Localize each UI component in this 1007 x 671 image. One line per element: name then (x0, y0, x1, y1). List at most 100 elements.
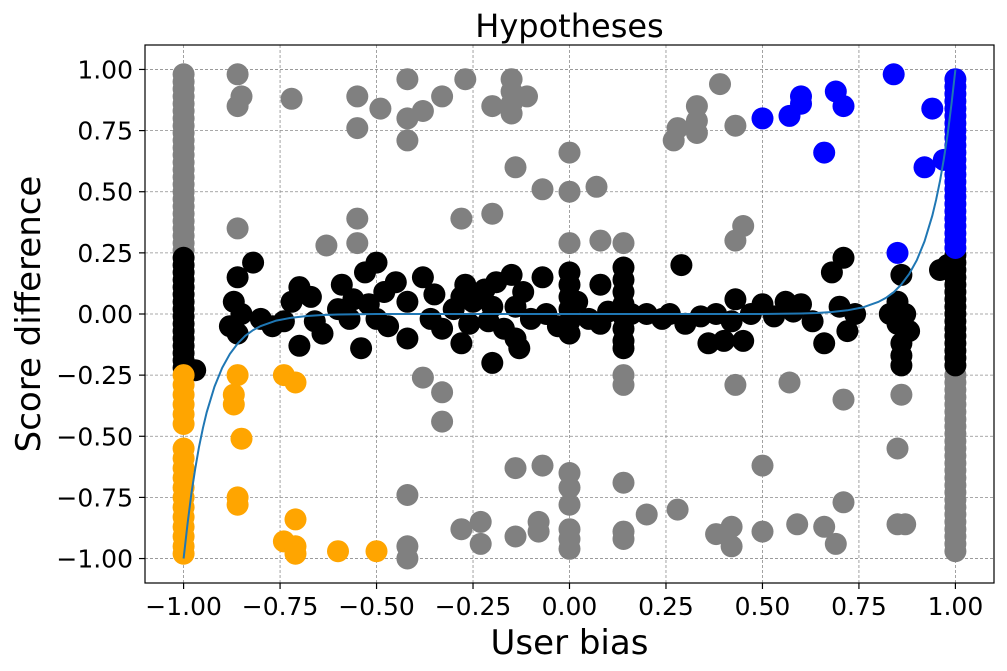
scatter-point (284, 508, 307, 531)
x-axis-label: User bias (491, 623, 649, 663)
scatter-point (585, 175, 608, 198)
scatter-point (500, 102, 523, 125)
y-axis-label: Score difference (9, 176, 49, 453)
scatter-point (346, 117, 369, 140)
scatter-point (813, 515, 836, 538)
scatter-point (242, 251, 265, 274)
scatter-point (411, 266, 434, 289)
scatter-point (558, 493, 581, 516)
scatter-point (504, 457, 527, 480)
scatter-point (377, 315, 400, 338)
scatter-point (558, 476, 581, 499)
y-tick-label: 1.00 (77, 55, 133, 84)
scatter-point (531, 178, 554, 201)
scatter-point (504, 525, 527, 548)
scatter-point (481, 295, 504, 318)
scatter-point (724, 288, 747, 311)
x-tick-label: 0.00 (542, 592, 598, 621)
scatter-point (396, 327, 419, 350)
scatter-point (566, 290, 589, 313)
scatter-point (612, 471, 635, 494)
scatter-point (423, 283, 446, 306)
x-tick-label: 1.00 (928, 592, 984, 621)
x-tick-label: 0.75 (831, 592, 887, 621)
scatter-point (481, 202, 504, 225)
scatter-point (454, 273, 477, 296)
scatter-point (732, 329, 755, 352)
scatter-point (454, 68, 477, 91)
x-axis-ticks: −1.00 −0.75 −0.50 −0.25 0.00 0.25 0.50 0.75 1.00 (145, 583, 983, 621)
scatter-point (751, 107, 774, 130)
scatter-point (801, 310, 824, 333)
scatter-point (720, 515, 743, 538)
y-axis-ticks: −1.00 −0.75 −0.50 −0.25 0.00 0.25 0.50 0.75 1.00 (56, 55, 145, 574)
scatter-point (882, 63, 905, 86)
scatter-point (786, 513, 809, 536)
scatter-point (666, 498, 689, 521)
scatter-point (832, 388, 855, 411)
scatter-point (369, 97, 392, 120)
scatter-point (612, 337, 635, 360)
scatter-point (288, 334, 311, 357)
scatter-point (431, 381, 454, 404)
scatter-series-4 (751, 63, 967, 264)
scatter-point (396, 484, 419, 506)
scatter-point (720, 310, 743, 333)
scatter-point (612, 373, 635, 396)
scatter-point (365, 540, 388, 563)
scatter-point (832, 246, 855, 269)
scatter-point (886, 437, 909, 460)
scatter-point (284, 542, 307, 565)
scatter-point (280, 87, 303, 110)
scatter-point (635, 503, 658, 526)
scatter-point (384, 271, 407, 294)
scatter-point (230, 427, 253, 450)
scatter-point (890, 263, 913, 286)
scatter-point (890, 354, 913, 377)
scatter-point (936, 254, 959, 277)
scatter-point (921, 97, 944, 120)
scatter-point (751, 454, 774, 477)
scatter-point (500, 263, 523, 286)
scatter-point (458, 312, 481, 335)
chart-title: Hypotheses (475, 7, 663, 45)
scatter-point (226, 63, 249, 86)
scatter-point (172, 413, 195, 435)
scatter-point (508, 337, 531, 360)
scatter-point (431, 410, 454, 433)
scatter-point (226, 493, 249, 516)
scatter-point (315, 234, 338, 257)
scatter-point (558, 537, 581, 560)
scatter-point (346, 85, 369, 108)
scatter-point (226, 322, 249, 345)
scatter-point (944, 354, 967, 377)
scatter-point (670, 254, 693, 277)
scatter-point (836, 320, 859, 343)
scatter-point (327, 540, 349, 563)
y-tick-label: 0.25 (77, 239, 133, 268)
scatter-point (346, 207, 369, 230)
plot-area (172, 63, 967, 570)
scatter-point (230, 303, 253, 325)
scatter-point (230, 85, 253, 108)
scatter-point (751, 520, 774, 543)
scatter-point (272, 310, 295, 333)
x-tick-label: −0.75 (242, 592, 319, 621)
scatter-point (226, 217, 249, 240)
scatter-point (346, 232, 369, 255)
scatter-point (724, 114, 747, 137)
scatter-point (612, 232, 635, 255)
scatter-point (226, 266, 249, 289)
scatter-series-3 (172, 364, 388, 565)
scatter-point (913, 156, 936, 179)
scatter-point (469, 532, 492, 555)
scatter-point (431, 85, 454, 108)
scatter-point (898, 320, 921, 343)
scatter-point (685, 122, 708, 144)
y-tick-label: −1.00 (56, 545, 133, 574)
scatter-point (778, 371, 801, 394)
scatter-point (450, 207, 473, 230)
scatter-point (450, 332, 473, 355)
y-tick-label: 0.75 (77, 117, 133, 146)
scatter-point (720, 535, 743, 558)
